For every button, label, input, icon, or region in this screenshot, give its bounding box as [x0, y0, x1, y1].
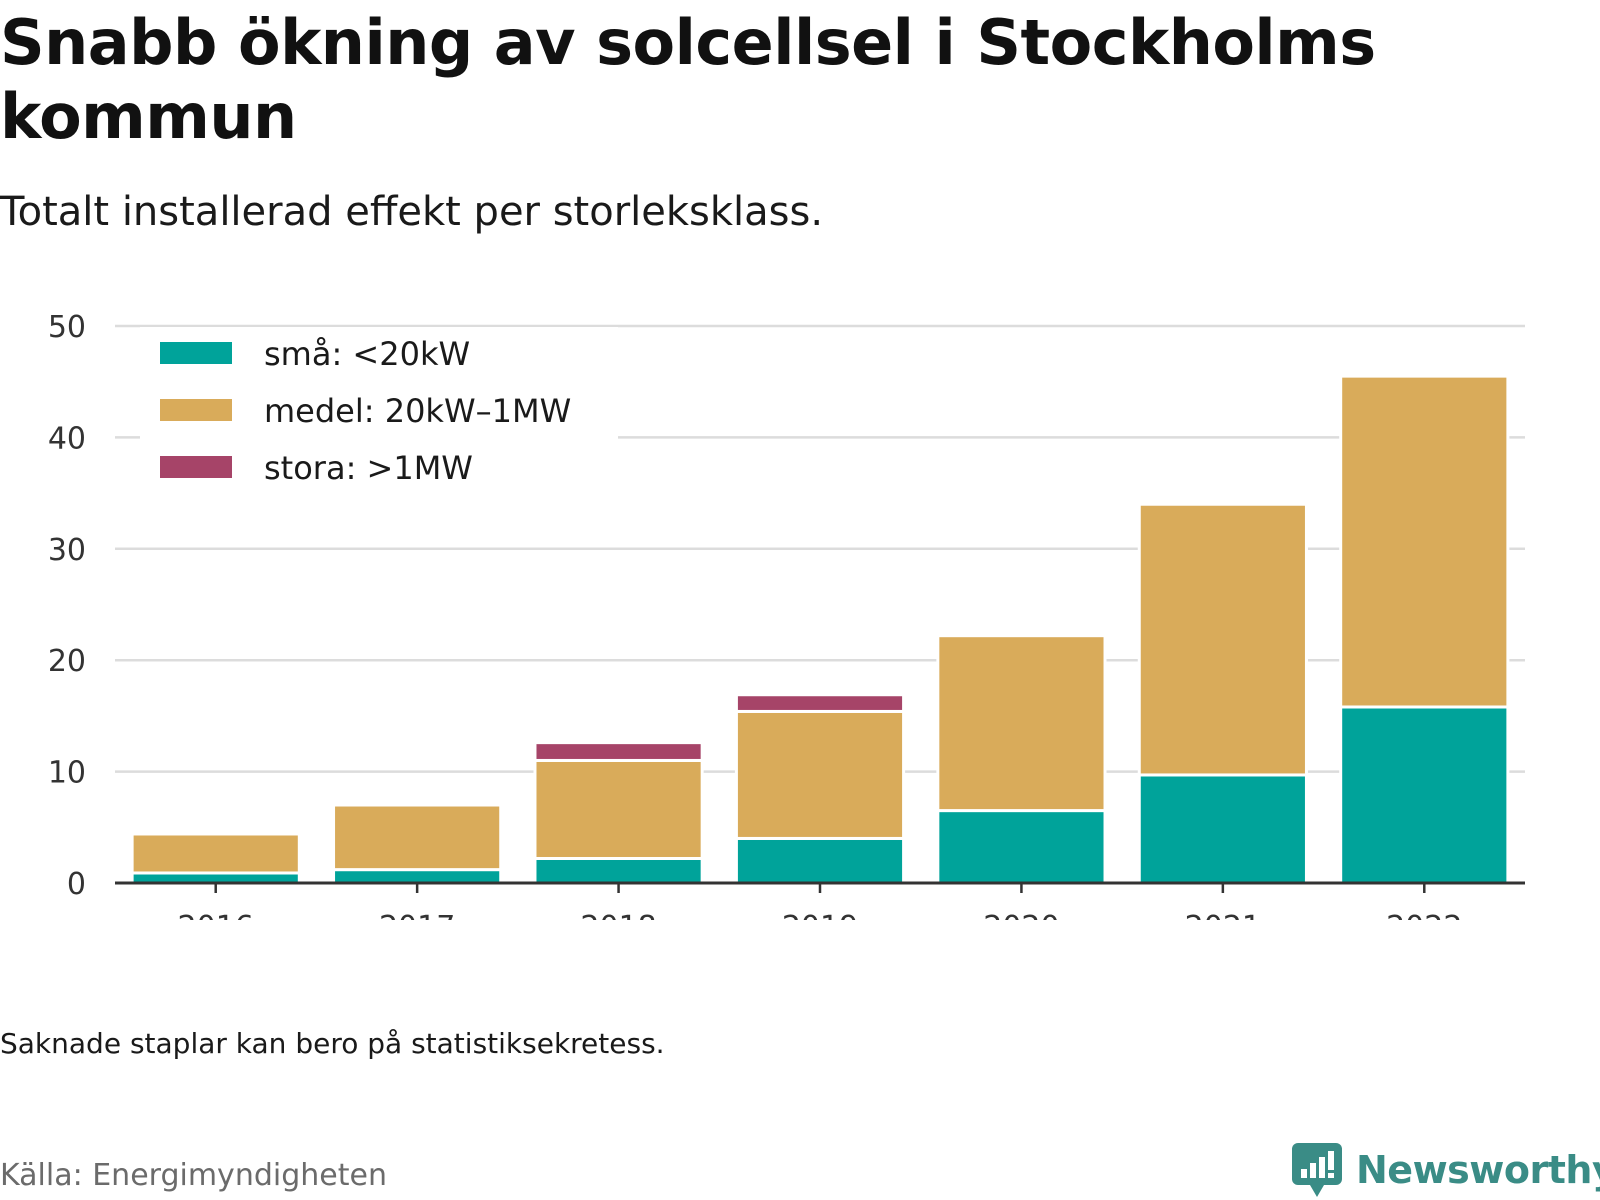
bar-segment [936, 809, 1107, 885]
newsworthy-logo-icon [1292, 1143, 1342, 1197]
bar-segment [130, 871, 301, 885]
brand-name: Newsworthy [1356, 1148, 1600, 1192]
bar-segment [332, 803, 503, 872]
bar-segment [734, 693, 906, 713]
bar-segment [533, 741, 704, 762]
y-tick-label: 20 [48, 644, 86, 679]
stacked-bar-chart: 0 10 20 30 40 50 2016 2017 2018 2019 2020 2021 2022 s… [48, 310, 1525, 920]
x-tick-label: 2016 [178, 910, 254, 920]
footnote: Saknade staplar kan bero på statistiksek… [0, 1027, 665, 1060]
x-tick-label: 2020 [983, 910, 1059, 920]
y-tick-label: 50 [48, 310, 86, 345]
bar-segment [1339, 374, 1510, 709]
bar-segment [734, 709, 906, 840]
source-credit: Källa: Energimyndigheten [0, 1158, 387, 1193]
bar-segment [936, 634, 1107, 813]
chart-subtitle: Totalt installerad effekt per storlekskl… [0, 189, 824, 235]
bar-segment [533, 856, 704, 885]
legend-swatch [160, 342, 232, 364]
bar-segment [1137, 502, 1308, 777]
x-tick-label: 2019 [782, 910, 858, 920]
bar-segment [1137, 773, 1308, 885]
legend-label: små: <20kW [264, 335, 470, 373]
bar-segment [734, 836, 906, 885]
legend-swatch [160, 456, 232, 478]
bar-segment [1339, 705, 1510, 885]
x-tick-label: 2021 [1185, 910, 1261, 920]
legend-label: medel: 20kW–1MW [264, 392, 571, 430]
bar-segment [332, 868, 503, 885]
y-tick-label: 30 [48, 533, 86, 568]
legend-swatch [160, 399, 232, 421]
brand-logo: Newsworthy [1290, 1142, 1600, 1198]
x-tick-label: 2022 [1386, 910, 1462, 920]
y-tick-label: 10 [48, 756, 86, 791]
chart-title: Snabb ökning av solcellsel i Stockholms … [0, 6, 1376, 153]
x-tick-label: 2017 [379, 910, 455, 920]
legend-label: stora: >1MW [264, 449, 473, 487]
y-tick-label: 0 [67, 867, 86, 902]
y-tick-label: 40 [48, 421, 86, 456]
bar-segment [130, 832, 301, 875]
bar-segment [533, 758, 704, 860]
x-tick-label: 2018 [580, 910, 656, 920]
